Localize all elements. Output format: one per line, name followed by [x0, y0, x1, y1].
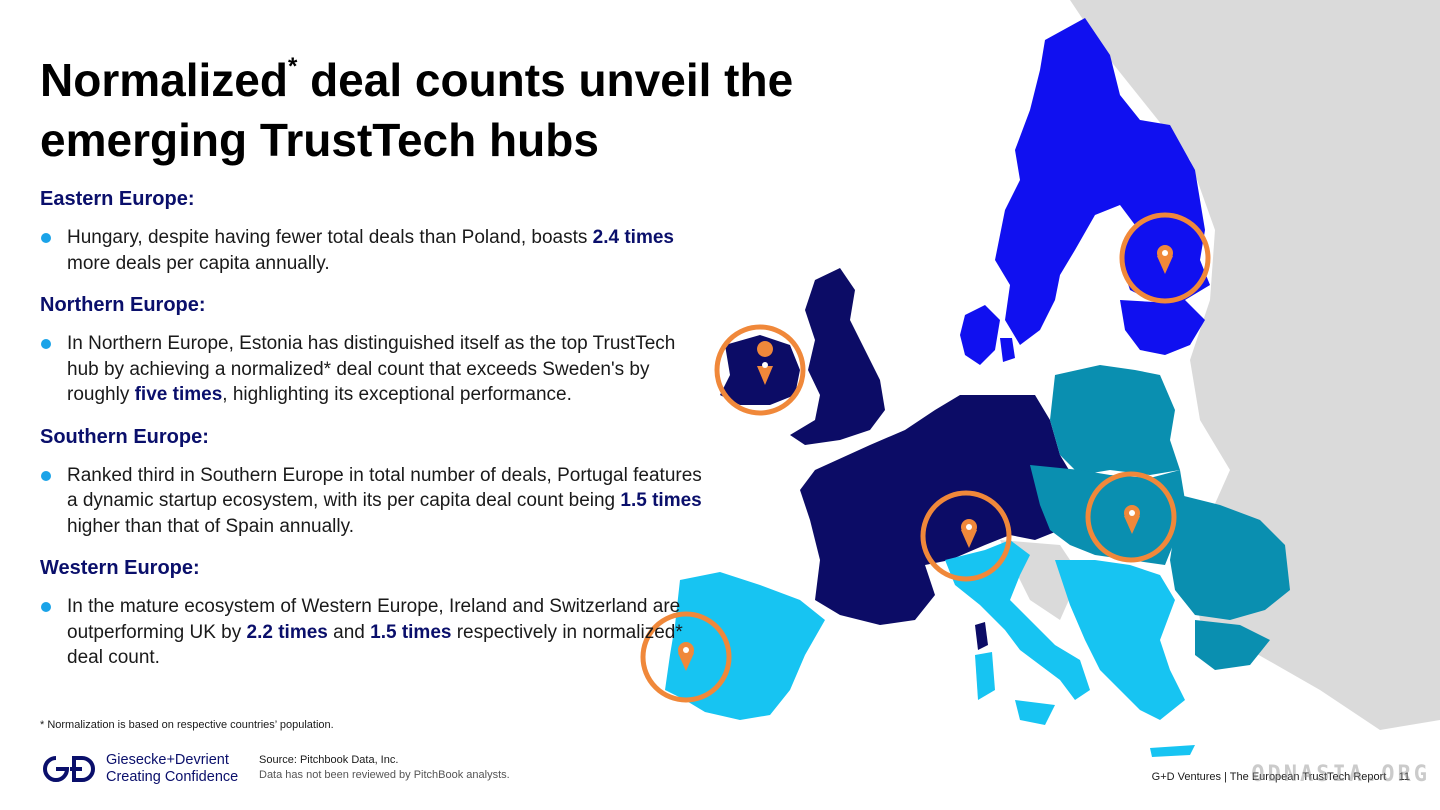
footer-text: G+D Ventures | The European TrustTech Re…	[1151, 771, 1387, 783]
corsica	[975, 622, 988, 650]
page-title: Normalized* deal counts unveil the emerg…	[40, 52, 794, 166]
bullet-dot	[41, 470, 51, 481]
region-heading-eastern: Eastern Europe:	[40, 188, 195, 210]
source-disclaimer: Data has not been reviewed by PitchBook …	[259, 769, 510, 781]
region-heading-northern: Northern Europe:	[40, 294, 206, 316]
bullet-northern: In Northern Europe, Estonia has distingu…	[40, 331, 710, 408]
source-note: Source: Pitchbook Data, Inc. Data has no…	[259, 753, 510, 783]
company-logo: Giesecke+Devrient Creating Confidence	[40, 752, 250, 788]
page-number: 11	[1398, 771, 1410, 783]
bullet-western: In the mature ecosystem of Western Europ…	[40, 594, 710, 671]
hub-marker-estonia[interactable]	[1119, 212, 1211, 304]
bullet-dot	[41, 339, 51, 349]
footer: G+D Ventures | The European TrustTech Re…	[1152, 771, 1410, 783]
gd-logo-icon	[43, 756, 95, 782]
region-western-europe	[720, 268, 1090, 625]
region-southern-europe	[665, 540, 1195, 757]
bullet-dot	[41, 233, 51, 243]
source-line: Source: Pitchbook Data, Inc.	[259, 754, 399, 766]
regions-content: Eastern Europe: Hungary, despite having …	[40, 188, 710, 689]
bullet-eastern: Hungary, despite having fewer total deal…	[40, 225, 710, 276]
logo-name: Giesecke+Devrient	[106, 752, 229, 768]
region-eastern-europe	[1030, 365, 1290, 670]
region-heading-western: Western Europe:	[40, 557, 200, 579]
bullet-dot	[41, 602, 51, 612]
hub-marker-ireland[interactable]	[714, 324, 806, 416]
region-northern-europe	[960, 18, 1210, 365]
footnote: * Normalization is based on respective c…	[40, 719, 334, 731]
logo-tagline: Creating Confidence	[106, 769, 239, 785]
watermark: ODNASIA.ORG	[1251, 762, 1430, 787]
hub-marker-portugal[interactable]	[640, 611, 732, 703]
region-heading-southern: Southern Europe:	[40, 425, 209, 448]
hub-marker-hungary[interactable]	[1085, 471, 1177, 563]
bullet-southern: Ranked third in Southern Europe in total…	[40, 463, 710, 540]
hub-marker-switzerland[interactable]	[920, 490, 1012, 582]
